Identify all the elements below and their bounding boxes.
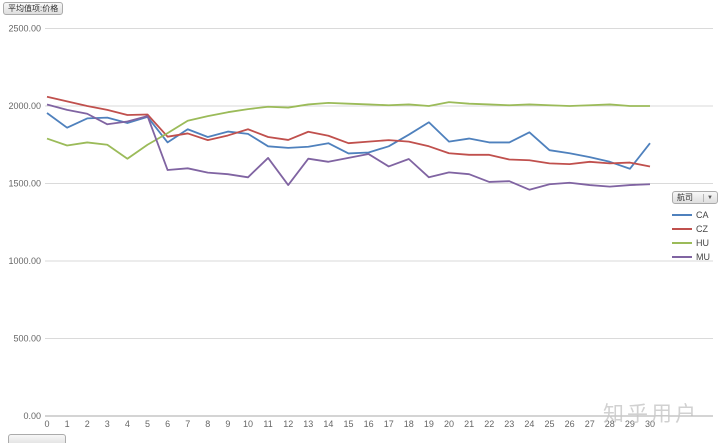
y-axis-label: 2000.00 [8,101,41,111]
y-axis-label: 1500.00 [8,179,41,189]
x-axis-label: 29 [625,419,635,429]
legend-item-ca[interactable]: CA [672,208,719,222]
line-series-CA [46,112,651,170]
x-axis-label: 3 [105,419,110,429]
x-axis-label: 13 [303,419,313,429]
legend-item-cz[interactable]: CZ [672,222,719,236]
value-field-button[interactable]: 平均值项:价格 [3,2,64,15]
watermark: 知乎用户 [603,403,699,426]
legend-label-ca: CA [696,210,709,220]
legend: 航司 ▼ CA CZ HU MU [672,191,719,264]
x-axis-label: 27 [585,419,595,429]
legend-item-mu[interactable]: MU [672,250,719,264]
y-axis-label: 2500.00 [8,24,41,34]
x-axis-label: 12 [283,419,293,429]
x-axis-label: 26 [565,419,575,429]
legend-label-mu: MU [696,252,710,262]
axis-field-button[interactable] [8,434,66,443]
x-axis-label: 10 [243,419,253,429]
legend-swatch-ca [672,214,692,216]
x-axis-label: 5 [145,419,150,429]
x-axis-label: 2 [85,419,90,429]
legend-label-cz: CZ [696,224,708,234]
legend-field-button[interactable]: 航司 ▼ [672,191,718,204]
legend-swatch-hu [672,242,692,244]
legend-field-label: 航司 [677,192,693,202]
x-axis-label: 6 [165,419,170,429]
x-axis-label: 14 [323,419,333,429]
x-axis-label: 25 [544,419,554,429]
legend-swatch-cz [672,228,692,230]
legend-label-hu: HU [696,238,709,248]
x-axis-label: 23 [504,419,514,429]
x-axis-label: 28 [605,419,615,429]
x-axis-label: 21 [464,419,474,429]
y-axis-label: 0.00 [23,411,41,421]
x-axis-label: 4 [125,419,130,429]
y-axis-label: 1000.00 [8,256,41,266]
dropdown-arrow-icon: ▼ [703,193,713,202]
x-axis-label: 15 [343,419,353,429]
y-axis-label: 500.00 [13,334,41,344]
x-axis-label: 18 [404,419,414,429]
line-series-CZ [46,95,651,168]
x-axis-label: 19 [424,419,434,429]
x-axis-label: 9 [225,419,230,429]
legend-swatch-mu [672,256,692,258]
x-axis-label: 0 [44,419,49,429]
x-axis-label: 24 [524,419,534,429]
x-axis-label: 17 [384,419,394,429]
x-axis-label: 16 [364,419,374,429]
line-series-MU [46,103,651,191]
x-axis-label: 1 [65,419,70,429]
line-series-HU [46,101,650,160]
x-axis-label: 11 [263,419,272,429]
x-axis-label: 8 [205,419,210,429]
x-axis-label: 30 [645,419,655,429]
x-axis-label: 20 [444,419,454,429]
x-axis-label: 22 [484,419,494,429]
x-axis-label: 7 [185,419,190,429]
legend-item-hu[interactable]: HU [672,236,719,250]
